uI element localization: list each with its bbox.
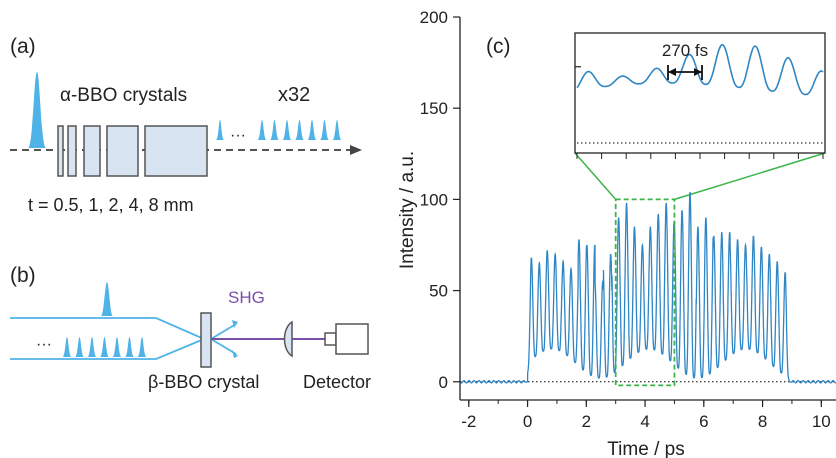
pulse-b-5 (125, 337, 134, 357)
beam-arrowhead-a (350, 145, 362, 155)
inset-annotation: 270 fs (662, 41, 708, 60)
panel-b: (b) ··· SHG β-BBO crystal Detector (10, 264, 371, 392)
crystal-b-label: β-BBO crystal (148, 372, 259, 392)
fundamental-out-up (210, 323, 237, 340)
beam-upper (10, 317, 205, 340)
y-tick-label: 150 (420, 99, 448, 118)
fundamental-out-down-head (232, 350, 238, 358)
fundamental-out-up-head (232, 320, 238, 328)
crystal-2mm (83, 125, 101, 177)
x-tick-label: -2 (461, 412, 476, 431)
single-pulse (101, 282, 113, 316)
shg-label: SHG (228, 288, 265, 307)
crystal-4mm (106, 125, 139, 177)
pulse-a-0 (257, 120, 267, 140)
pulse-a-4 (307, 120, 317, 140)
crystals-label: α-BBO crystals (60, 85, 187, 106)
x-tick-label: 10 (812, 412, 831, 431)
y-tick-label: 0 (439, 373, 448, 392)
pulse-a-lead (216, 120, 224, 140)
x-tick-label: 8 (758, 412, 767, 431)
ellipsis-a: ··· (230, 127, 246, 144)
panel-c-label: (c) (486, 35, 511, 58)
x-tick-label: 4 (640, 412, 649, 431)
thickness-label: t = 0.5, 1, 2, 4, 8 mm (28, 195, 194, 215)
pulse-a-5 (320, 120, 329, 140)
panel-a-label: (a) (10, 35, 36, 58)
pulse-b-6 (137, 337, 147, 357)
beam-lower (10, 338, 205, 360)
zoom-connector-left (574, 152, 617, 200)
inset-trace (576, 43, 824, 96)
pulse-b-0 (62, 337, 72, 357)
detector-window (324, 332, 337, 346)
pulse-a-6 (332, 120, 342, 140)
x-ticks: -2 0 2 4 6 8 10 (461, 400, 831, 431)
pulse-a-3 (295, 120, 304, 140)
crystal-1mm (67, 125, 77, 177)
pulse-train-b (62, 337, 147, 357)
zoom-connector-right (674, 152, 826, 201)
inset-plot: 270 fs (574, 32, 826, 159)
intensity-trace (459, 191, 836, 384)
inset-frame (574, 32, 826, 154)
fundamental-out-down (210, 338, 237, 355)
panel-a: (a) α-BBO crystals x32 ··· t = 0.5, 1, 2… (10, 35, 362, 215)
pulse-b-3 (100, 337, 109, 357)
output-pulse-train (216, 120, 342, 140)
period-arrow-right-head (694, 68, 702, 76)
x-tick-label: 6 (699, 412, 708, 431)
crystal-0-5mm (57, 125, 64, 177)
ellipsis-b: ··· (36, 336, 52, 353)
x-tick-label: 0 (523, 412, 532, 431)
panel-c-chart: (c) 0 50 100 150 200 -2 0 2 4 6 8 10 Time / ps Int… (397, 8, 836, 458)
pulse-a-1 (270, 120, 279, 140)
y-tick-label: 200 (420, 8, 448, 27)
inset-ticks (575, 66, 824, 159)
pulse-b-4 (112, 337, 122, 357)
multiplier-label: x32 (278, 84, 310, 106)
panel-b-label: (b) (10, 264, 36, 287)
detector-label: Detector (303, 372, 371, 392)
x-tick-label: 2 (582, 412, 591, 431)
pulse-a-2 (282, 120, 292, 140)
pulse-b-1 (75, 337, 84, 357)
y-ticks: 0 50 100 150 200 (420, 8, 460, 392)
y-axis-label: Intensity / a.u. (397, 151, 418, 269)
crystal-8mm (144, 125, 208, 177)
y-tick-label: 100 (420, 190, 448, 209)
pulse-b-2 (87, 337, 97, 357)
period-arrow-left-head (668, 68, 676, 76)
y-tick-label: 50 (429, 282, 448, 301)
zoom-window-box (614, 198, 676, 387)
focusing-lens (283, 320, 293, 358)
input-pulse (28, 72, 46, 148)
x-axis-label: Time / ps (607, 439, 684, 458)
detector-body (335, 323, 369, 355)
beta-bbo-crystal (200, 312, 212, 368)
